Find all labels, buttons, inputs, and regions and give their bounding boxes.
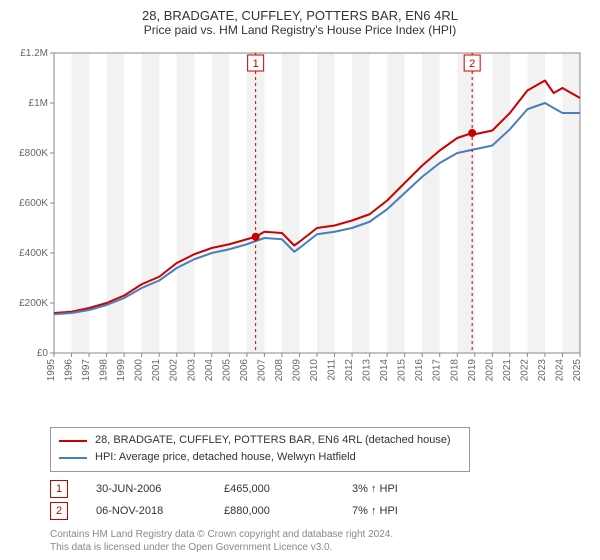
- svg-text:2022: 2022: [519, 359, 530, 382]
- svg-text:2008: 2008: [274, 359, 285, 382]
- svg-text:2021: 2021: [502, 359, 513, 382]
- event-badge: 2: [50, 502, 68, 520]
- legend-row: HPI: Average price, detached house, Welw…: [59, 449, 461, 467]
- svg-text:£800K: £800K: [19, 148, 48, 159]
- svg-text:2006: 2006: [239, 359, 250, 382]
- svg-text:2009: 2009: [291, 359, 302, 382]
- event-list: 1 30-JUN-2006 £465,000 3% ↑ HPI 2 06-NOV-2018…: [50, 480, 590, 524]
- svg-text:1999: 1999: [116, 359, 127, 382]
- event-date: 06-NOV-2018: [96, 505, 196, 517]
- svg-text:1995: 1995: [46, 359, 57, 382]
- event-date: 30-JUN-2006: [96, 483, 196, 495]
- event-row: 2 06-NOV-2018 £880,000 7% ↑ HPI: [50, 502, 590, 520]
- svg-text:2015: 2015: [397, 359, 408, 382]
- legend-swatch: [59, 457, 87, 459]
- svg-text:2003: 2003: [186, 359, 197, 382]
- legend: 28, BRADGATE, CUFFLEY, POTTERS BAR, EN6 …: [50, 427, 470, 472]
- event-row: 1 30-JUN-2006 £465,000 3% ↑ HPI: [50, 480, 590, 498]
- svg-text:2000: 2000: [134, 359, 145, 382]
- svg-text:2017: 2017: [432, 359, 443, 382]
- svg-text:£200K: £200K: [19, 298, 48, 309]
- svg-text:2013: 2013: [362, 359, 373, 382]
- svg-text:2: 2: [469, 58, 475, 70]
- svg-text:2023: 2023: [537, 359, 548, 382]
- legend-swatch: [59, 440, 87, 442]
- svg-text:£400K: £400K: [19, 248, 48, 259]
- chart-subtitle: Price paid vs. HM Land Registry's House …: [10, 23, 590, 37]
- svg-text:1: 1: [253, 58, 259, 70]
- svg-text:1997: 1997: [81, 359, 92, 382]
- legend-label: 28, BRADGATE, CUFFLEY, POTTERS BAR, EN6 …: [95, 432, 451, 450]
- svg-text:2007: 2007: [256, 359, 267, 382]
- event-price: £465,000: [224, 483, 324, 495]
- svg-text:2004: 2004: [204, 359, 215, 382]
- svg-text:2005: 2005: [221, 359, 232, 382]
- event-delta: 7% ↑ HPI: [352, 505, 452, 517]
- footer-line-1: Contains HM Land Registry data © Crown c…: [50, 528, 590, 541]
- footer-line-2: This data is licensed under the Open Gov…: [50, 541, 590, 554]
- legend-label: HPI: Average price, detached house, Welw…: [95, 449, 356, 467]
- svg-text:2024: 2024: [554, 359, 565, 382]
- svg-text:2010: 2010: [309, 359, 320, 382]
- svg-text:2011: 2011: [327, 359, 338, 381]
- svg-text:1998: 1998: [99, 359, 110, 382]
- chart-title: 28, BRADGATE, CUFFLEY, POTTERS BAR, EN6 …: [10, 8, 590, 23]
- event-delta: 3% ↑ HPI: [352, 483, 452, 495]
- svg-text:2002: 2002: [169, 359, 180, 382]
- line-chart: £0 £200K £400K £600K £800K £1M £1.2M 1995 1996 19…: [10, 43, 590, 383]
- svg-text:£1M: £1M: [29, 98, 48, 109]
- legend-row: 28, BRADGATE, CUFFLEY, POTTERS BAR, EN6 …: [59, 432, 461, 450]
- svg-text:£0: £0: [37, 348, 49, 359]
- svg-text:2018: 2018: [449, 359, 460, 382]
- event-badge: 1: [50, 480, 68, 498]
- svg-text:2014: 2014: [379, 359, 390, 382]
- svg-text:2019: 2019: [467, 359, 478, 382]
- svg-text:£1.2M: £1.2M: [20, 48, 48, 59]
- svg-text:2012: 2012: [344, 359, 355, 382]
- svg-text:2025: 2025: [572, 359, 583, 382]
- svg-text:2001: 2001: [151, 359, 162, 382]
- svg-text:£600K: £600K: [19, 198, 48, 209]
- event-price: £880,000: [224, 505, 324, 517]
- svg-text:1996: 1996: [64, 359, 75, 382]
- svg-text:2020: 2020: [484, 359, 495, 382]
- chart-area: £0 £200K £400K £600K £800K £1M £1.2M 1995 1996 19…: [10, 43, 590, 421]
- footer: Contains HM Land Registry data © Crown c…: [50, 528, 590, 554]
- svg-text:2016: 2016: [414, 359, 425, 382]
